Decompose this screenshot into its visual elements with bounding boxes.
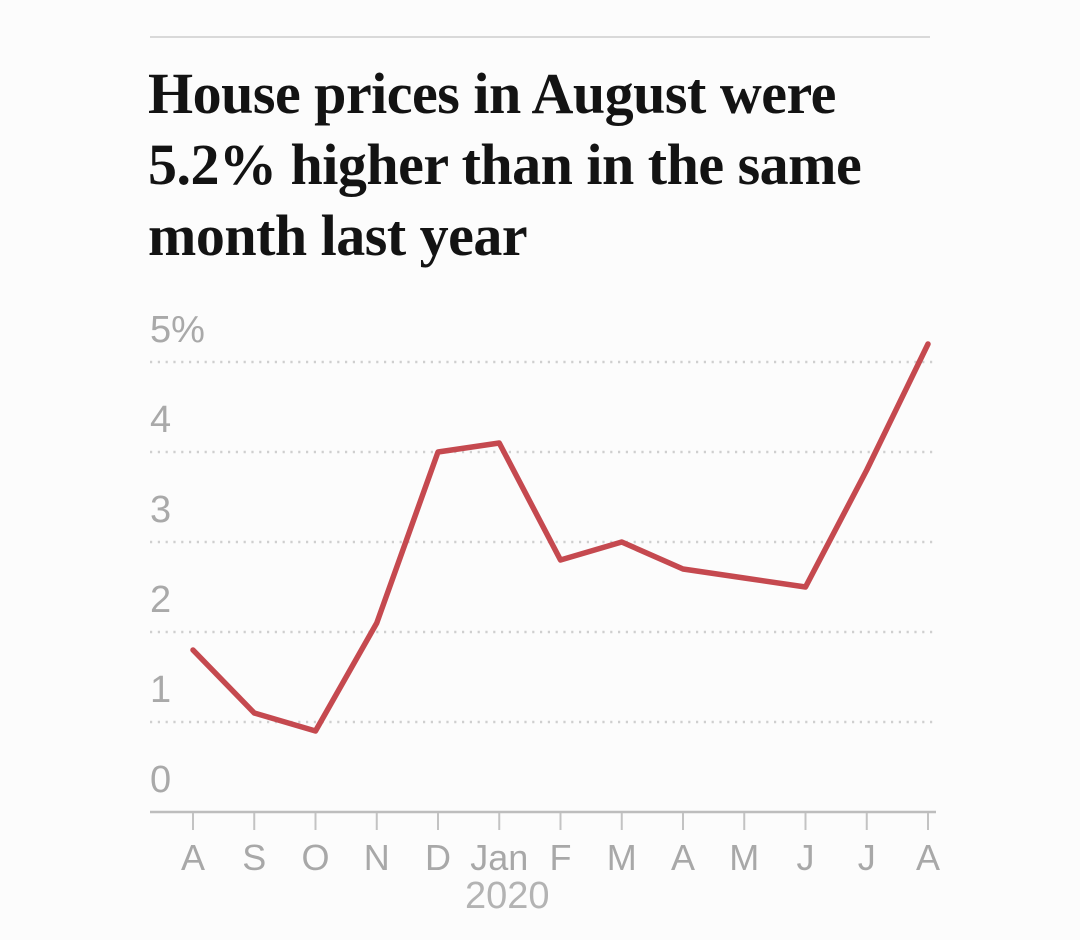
- house-price-line: [190, 341, 931, 734]
- y-axis-label-2: 2: [150, 579, 172, 621]
- x-axis-label-7-M: M: [606, 837, 637, 878]
- y-axis-label-4: 4: [150, 399, 172, 441]
- x-axis-label-1-S: S: [242, 837, 267, 878]
- x-axis-label-5-Jan: Jan: [470, 837, 529, 878]
- x-axis-year-label: 2020: [464, 875, 550, 917]
- x-axis-label-8-A: A: [670, 837, 696, 878]
- top-rule-divider: [150, 36, 930, 38]
- x-axis-label-0-A: A: [180, 837, 206, 878]
- y-axis-label-5: 5%: [150, 309, 205, 351]
- chart-title-line-1: House prices in August were: [148, 61, 836, 126]
- chart-title-line-3: month last year: [148, 203, 528, 268]
- x-axis-label-11-J: J: [857, 837, 876, 878]
- chart-title-line-2: 5.2% higher than in the same: [148, 132, 862, 197]
- x-axis-label-6-F: F: [549, 837, 572, 878]
- x-axis-label-2-O: O: [301, 837, 330, 878]
- x-axis-label-4-D: D: [425, 837, 451, 878]
- y-axis-label-0: 0: [150, 759, 172, 801]
- x-axis-label-3-N: N: [363, 837, 390, 878]
- chart-title: House prices in August were 5.2% higher …: [148, 58, 862, 271]
- y-axis-label-1: 1: [150, 669, 172, 711]
- x-axis-label-12-A: A: [915, 837, 941, 878]
- x-axis-label-9-M: M: [729, 837, 760, 878]
- y-axis-label-3: 3: [150, 489, 172, 531]
- x-axis-label-10-J: J: [796, 837, 815, 878]
